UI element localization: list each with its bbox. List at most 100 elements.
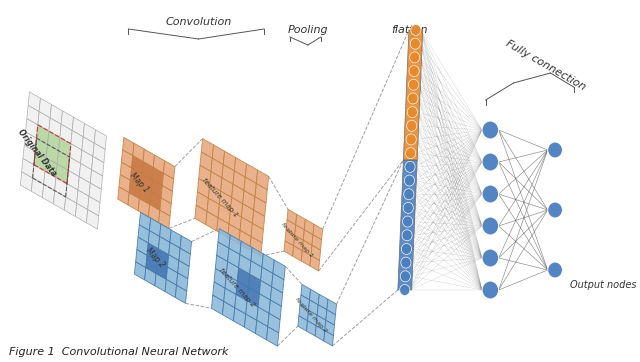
- Polygon shape: [157, 249, 169, 267]
- Circle shape: [403, 202, 413, 213]
- Polygon shape: [235, 294, 247, 314]
- Polygon shape: [211, 158, 223, 178]
- Circle shape: [405, 161, 415, 172]
- Polygon shape: [223, 151, 236, 171]
- Polygon shape: [255, 320, 268, 340]
- Polygon shape: [212, 282, 225, 301]
- Polygon shape: [141, 174, 152, 192]
- Polygon shape: [270, 287, 283, 306]
- Polygon shape: [300, 295, 310, 310]
- Polygon shape: [241, 204, 253, 223]
- Polygon shape: [244, 314, 257, 333]
- Polygon shape: [301, 251, 311, 266]
- Polygon shape: [145, 268, 156, 286]
- Polygon shape: [120, 162, 132, 180]
- Polygon shape: [143, 149, 154, 167]
- Polygon shape: [312, 235, 322, 250]
- Polygon shape: [217, 218, 229, 237]
- Circle shape: [482, 185, 499, 203]
- Polygon shape: [257, 307, 269, 327]
- Polygon shape: [303, 230, 313, 245]
- Polygon shape: [209, 185, 221, 205]
- Polygon shape: [251, 223, 264, 243]
- Text: Figure 1  Convolutional Neural Network: Figure 1 Convolutional Neural Network: [9, 347, 228, 357]
- Polygon shape: [147, 243, 159, 261]
- Polygon shape: [57, 151, 70, 170]
- Polygon shape: [140, 186, 151, 204]
- Polygon shape: [287, 209, 297, 225]
- Polygon shape: [273, 260, 285, 280]
- Polygon shape: [150, 192, 161, 210]
- Polygon shape: [268, 313, 280, 333]
- Polygon shape: [170, 230, 181, 248]
- Circle shape: [408, 79, 419, 90]
- Polygon shape: [36, 125, 49, 144]
- Polygon shape: [269, 300, 282, 320]
- Polygon shape: [38, 111, 50, 131]
- Polygon shape: [156, 261, 168, 279]
- Polygon shape: [256, 170, 269, 190]
- Polygon shape: [79, 163, 92, 183]
- Polygon shape: [292, 246, 302, 261]
- Polygon shape: [86, 210, 99, 229]
- Polygon shape: [313, 224, 323, 240]
- Polygon shape: [146, 255, 157, 273]
- Circle shape: [482, 153, 499, 171]
- Polygon shape: [398, 160, 417, 290]
- Text: Convolution: Convolution: [165, 17, 232, 27]
- Polygon shape: [42, 184, 54, 204]
- Polygon shape: [159, 236, 170, 254]
- Polygon shape: [67, 170, 79, 190]
- Text: Pooling: Pooling: [287, 25, 328, 35]
- Polygon shape: [216, 242, 229, 261]
- Polygon shape: [22, 159, 34, 178]
- Polygon shape: [240, 241, 252, 261]
- Polygon shape: [327, 299, 337, 315]
- Polygon shape: [118, 187, 129, 205]
- Polygon shape: [61, 111, 74, 130]
- Polygon shape: [258, 294, 270, 313]
- Circle shape: [407, 106, 417, 118]
- Polygon shape: [131, 168, 142, 186]
- Polygon shape: [155, 273, 166, 292]
- Polygon shape: [166, 267, 178, 285]
- Polygon shape: [82, 137, 94, 156]
- Polygon shape: [298, 316, 308, 331]
- Circle shape: [400, 271, 410, 282]
- Polygon shape: [262, 254, 275, 273]
- Polygon shape: [234, 157, 246, 177]
- Polygon shape: [403, 30, 423, 160]
- Polygon shape: [94, 130, 106, 149]
- Circle shape: [403, 216, 413, 227]
- Polygon shape: [163, 173, 173, 191]
- Polygon shape: [28, 92, 40, 111]
- Polygon shape: [253, 197, 266, 216]
- Polygon shape: [271, 273, 284, 293]
- Polygon shape: [134, 262, 146, 280]
- Text: feature map 2: feature map 2: [294, 296, 328, 333]
- Polygon shape: [66, 184, 78, 203]
- Circle shape: [404, 175, 415, 186]
- Circle shape: [482, 249, 499, 267]
- Polygon shape: [78, 177, 90, 196]
- Polygon shape: [39, 98, 51, 118]
- Circle shape: [548, 202, 563, 218]
- Text: flatten: flatten: [392, 25, 428, 35]
- Polygon shape: [302, 240, 312, 256]
- Circle shape: [408, 93, 418, 104]
- Polygon shape: [210, 172, 222, 191]
- Polygon shape: [207, 198, 220, 218]
- Polygon shape: [137, 237, 148, 255]
- Polygon shape: [138, 198, 150, 216]
- Polygon shape: [59, 138, 71, 157]
- Polygon shape: [251, 248, 263, 267]
- Polygon shape: [315, 325, 325, 341]
- Polygon shape: [325, 320, 335, 336]
- Polygon shape: [259, 280, 271, 300]
- Polygon shape: [218, 205, 230, 224]
- Polygon shape: [229, 235, 241, 254]
- Circle shape: [409, 66, 419, 76]
- Polygon shape: [308, 300, 318, 315]
- Polygon shape: [65, 197, 77, 216]
- Polygon shape: [50, 105, 63, 124]
